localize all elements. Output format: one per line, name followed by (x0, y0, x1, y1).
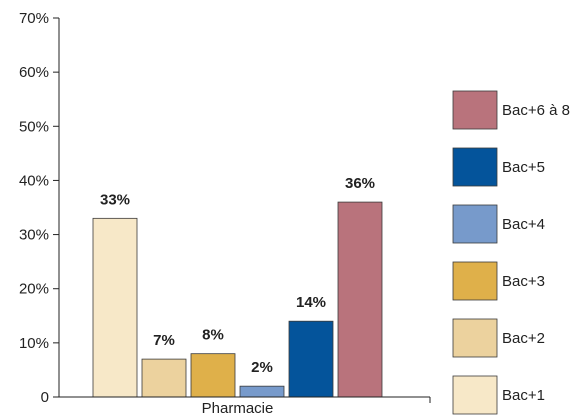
y-tick-label: 20% (19, 281, 49, 298)
bar-bac-1 (92, 217, 138, 398)
y-tick-label: 60% (19, 64, 49, 81)
legend-swatch-bac-1 (452, 375, 498, 415)
y-tick-label: 10% (19, 335, 49, 352)
legend-swatch-bac-5 (452, 147, 498, 187)
data-labels: 33% 7% 8% 2% 14% 36% (100, 175, 375, 376)
bar-bac-3 (190, 353, 236, 398)
data-label: 14% (296, 294, 326, 311)
y-tick-label: 70% (19, 10, 49, 27)
legend-label-bac-3: Bac+3 (502, 273, 545, 290)
y-tick-label: 0 (41, 389, 49, 406)
y-axis: 0 10% 20% 30% 40% 50% 60% 70% (19, 10, 60, 406)
y-tick-label: 30% (19, 227, 49, 244)
legend-swatch-bac-4 (452, 204, 498, 244)
bar-bac-4 (239, 385, 285, 398)
legend-label-bac-1: Bac+1 (502, 387, 545, 404)
legend: Bac+6 à 8 Bac+5 Bac+4 Bac+3 Bac+2 Bac+1 (452, 90, 570, 415)
data-label: 2% (251, 359, 273, 376)
legend-label-bac-5: Bac+5 (502, 159, 545, 176)
legend-label-bac-6-8: Bac+6 à 8 (502, 102, 570, 119)
bar-bac-2 (141, 358, 187, 398)
data-label: 33% (100, 191, 130, 208)
y-tick-label: 40% (19, 172, 49, 189)
legend-swatch-bac-6-8 (452, 90, 498, 130)
data-label: 36% (345, 175, 375, 192)
legend-swatch-bac-3 (452, 261, 498, 301)
bar-bac-6-8 (337, 201, 383, 398)
data-label: 8% (202, 327, 224, 344)
bars (92, 201, 383, 398)
x-axis: Pharmacie (59, 396, 431, 417)
legend-swatch-bac-2 (452, 318, 498, 358)
x-category-label: Pharmacie (202, 400, 274, 417)
data-label: 7% (153, 332, 175, 349)
bar-bac-5 (288, 320, 334, 398)
legend-label-bac-4: Bac+4 (502, 216, 545, 233)
legend-label-bac-2: Bac+2 (502, 330, 545, 347)
y-tick-label: 50% (19, 118, 49, 135)
